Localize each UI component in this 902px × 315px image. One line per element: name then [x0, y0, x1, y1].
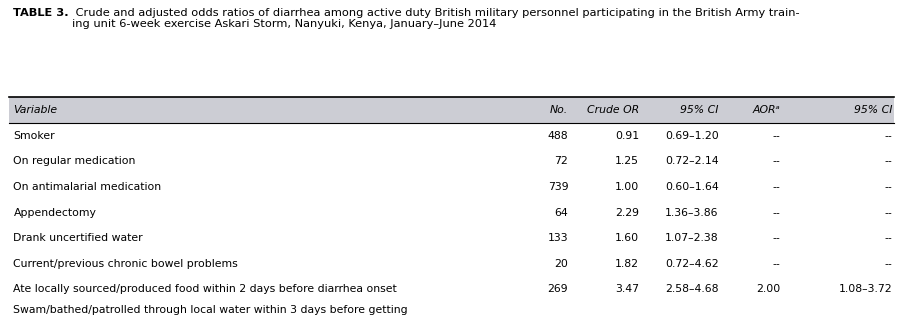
Text: --: --	[772, 259, 780, 269]
Text: Crude OR: Crude OR	[586, 105, 639, 115]
Text: Current/previous chronic bowel problems: Current/previous chronic bowel problems	[14, 259, 238, 269]
Text: 1.00: 1.00	[614, 182, 639, 192]
Text: Variable: Variable	[14, 105, 58, 115]
Text: --: --	[883, 259, 891, 269]
Text: --: --	[772, 233, 780, 243]
Text: 0.69–1.20: 0.69–1.20	[664, 131, 718, 141]
Text: Drank uncertified water: Drank uncertified water	[14, 233, 143, 243]
Text: 488: 488	[548, 131, 567, 141]
Text: --: --	[883, 182, 891, 192]
Text: Smoker: Smoker	[14, 131, 55, 141]
Text: 1.60: 1.60	[614, 233, 639, 243]
Text: Appendectomy: Appendectomy	[14, 208, 97, 218]
Text: 1.07–2.38: 1.07–2.38	[665, 233, 718, 243]
Text: --: --	[772, 208, 780, 218]
Text: 2.58–4.68: 2.58–4.68	[665, 284, 718, 295]
Text: 1.82: 1.82	[614, 259, 639, 269]
Text: 2.29: 2.29	[614, 208, 639, 218]
Text: --: --	[772, 156, 780, 166]
Text: 2.00: 2.00	[756, 284, 780, 295]
Text: 95% CI: 95% CI	[679, 105, 718, 115]
Text: 0.72–4.62: 0.72–4.62	[665, 259, 718, 269]
Text: 95% CI: 95% CI	[852, 105, 891, 115]
Text: --: --	[883, 131, 891, 141]
Text: 1.36–3.86: 1.36–3.86	[665, 208, 718, 218]
Text: --: --	[883, 233, 891, 243]
Text: 64: 64	[554, 208, 567, 218]
Text: Swam/bathed/patrolled through local water within 3 days before getting
diarrhea: Swam/bathed/patrolled through local wate…	[14, 305, 408, 315]
Text: AORᵃ: AORᵃ	[752, 105, 780, 115]
Text: 3.47: 3.47	[614, 284, 639, 295]
Text: Ate locally sourced/produced food within 2 days before diarrhea onset: Ate locally sourced/produced food within…	[14, 284, 397, 295]
Text: --: --	[772, 131, 780, 141]
Text: On regular medication: On regular medication	[14, 156, 135, 166]
Bar	[9, 97, 893, 123]
Text: 0.72–2.14: 0.72–2.14	[665, 156, 718, 166]
Text: 133: 133	[548, 233, 567, 243]
Text: TABLE 3.: TABLE 3.	[14, 8, 69, 18]
Text: --: --	[883, 208, 891, 218]
Text: 269: 269	[548, 284, 567, 295]
Text: 0.60–1.64: 0.60–1.64	[664, 182, 718, 192]
Text: On antimalarial medication: On antimalarial medication	[14, 182, 161, 192]
Text: 1.08–3.72: 1.08–3.72	[838, 284, 891, 295]
Text: 20: 20	[554, 259, 567, 269]
Text: No.: No.	[549, 105, 567, 115]
Text: 72: 72	[554, 156, 567, 166]
Text: 0.91: 0.91	[614, 131, 639, 141]
Text: Crude and adjusted odds ratios of diarrhea among active duty British military pe: Crude and adjusted odds ratios of diarrh…	[72, 8, 798, 29]
Text: 739: 739	[548, 182, 567, 192]
Text: --: --	[772, 182, 780, 192]
Text: 1.25: 1.25	[614, 156, 639, 166]
Text: --: --	[883, 156, 891, 166]
